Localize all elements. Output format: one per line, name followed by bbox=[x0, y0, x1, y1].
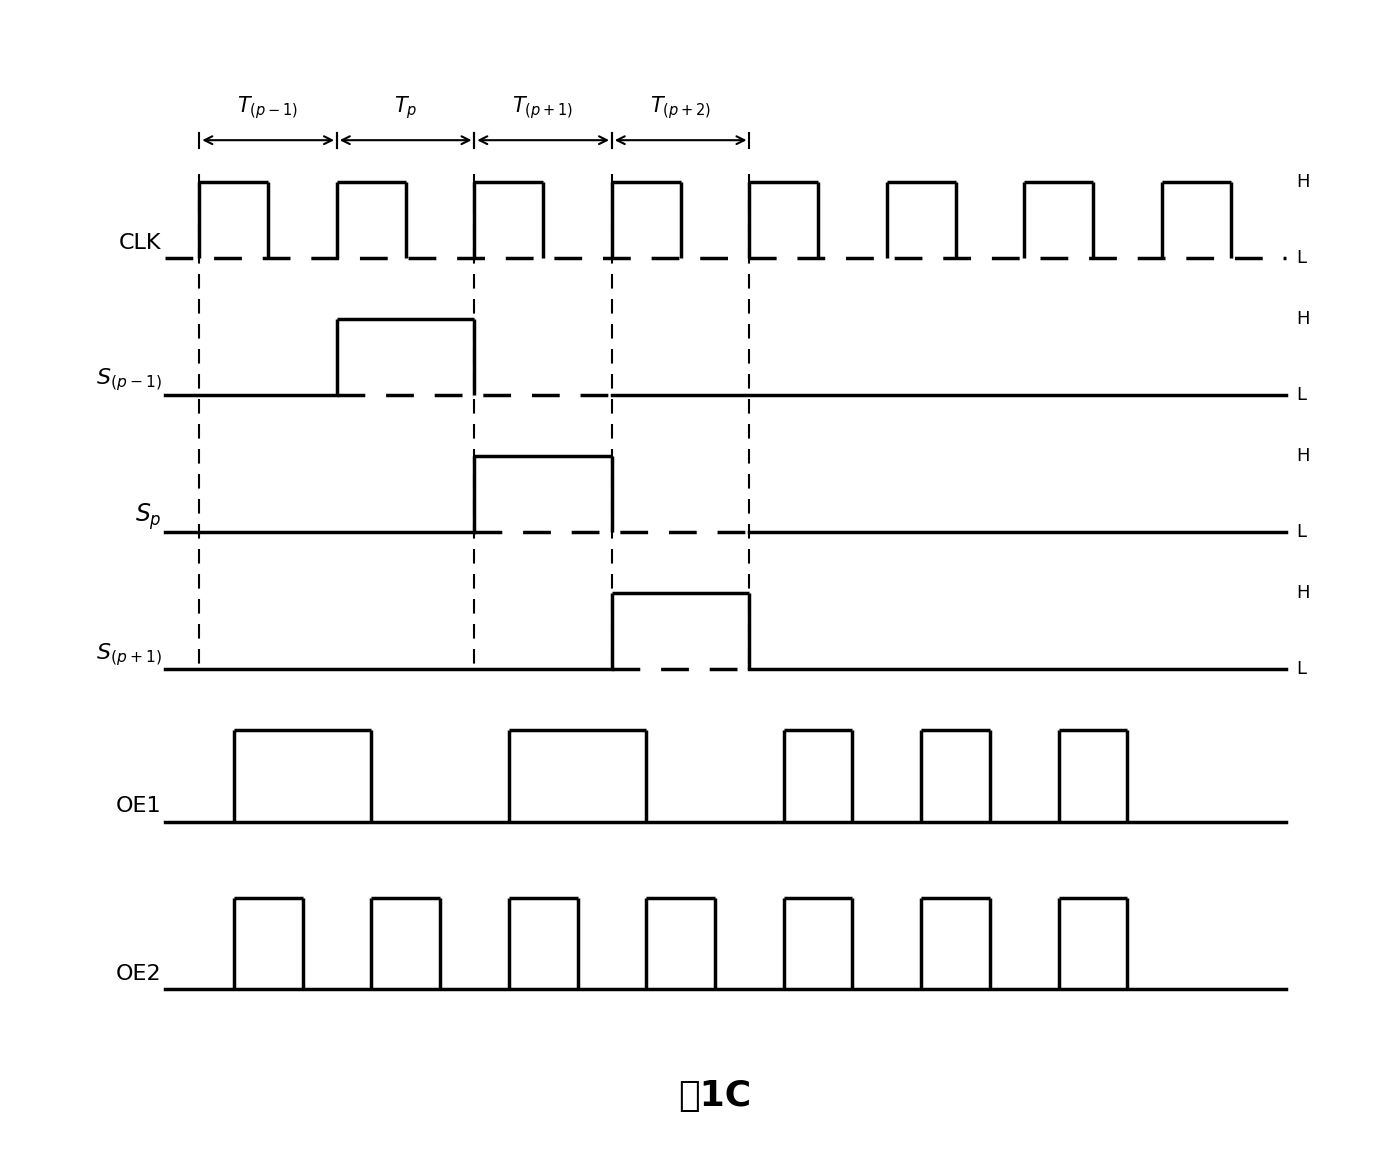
Text: L: L bbox=[1295, 660, 1306, 679]
Text: $T_{(p+2)}$: $T_{(p+2)}$ bbox=[650, 95, 711, 121]
Text: H: H bbox=[1295, 173, 1309, 191]
Text: $T_{(p+1)}$: $T_{(p+1)}$ bbox=[513, 95, 573, 121]
Text: 图1C: 图1C bbox=[678, 1079, 752, 1113]
Text: H: H bbox=[1295, 584, 1309, 602]
Text: OE1: OE1 bbox=[116, 796, 162, 816]
Text: H: H bbox=[1295, 447, 1309, 465]
Text: L: L bbox=[1295, 386, 1306, 405]
Text: $S_p$: $S_p$ bbox=[135, 502, 162, 533]
Text: OE2: OE2 bbox=[116, 964, 162, 984]
Text: $S_{(p+1)}$: $S_{(p+1)}$ bbox=[96, 640, 162, 667]
Text: L: L bbox=[1295, 524, 1306, 541]
Text: $T_p$: $T_p$ bbox=[395, 95, 418, 121]
Text: H: H bbox=[1295, 310, 1309, 328]
Text: CLK: CLK bbox=[120, 234, 162, 253]
Text: $S_{(p-1)}$: $S_{(p-1)}$ bbox=[96, 366, 162, 393]
Text: $T_{(p-1)}$: $T_{(p-1)}$ bbox=[238, 95, 298, 121]
Text: L: L bbox=[1295, 250, 1306, 267]
